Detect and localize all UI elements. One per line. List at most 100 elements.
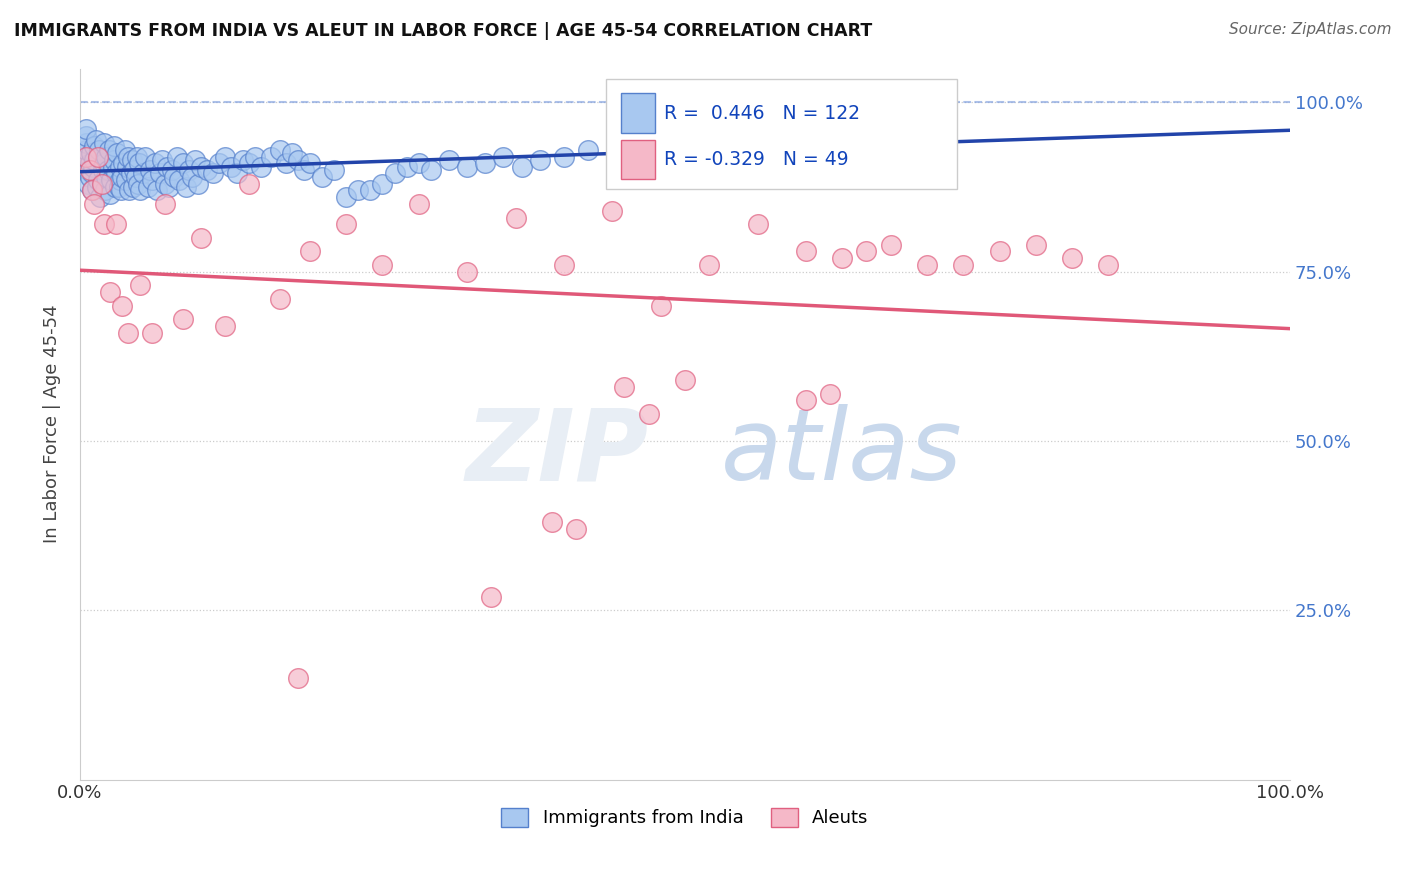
Point bbox=[710, 129, 733, 144]
Point bbox=[108, 160, 131, 174]
Point bbox=[90, 177, 112, 191]
Point bbox=[818, 386, 841, 401]
Point bbox=[141, 173, 163, 187]
Point bbox=[260, 150, 283, 164]
Point bbox=[166, 150, 188, 164]
Point bbox=[607, 136, 630, 150]
Point bbox=[280, 146, 302, 161]
Point bbox=[794, 244, 817, 259]
Point bbox=[149, 166, 172, 180]
Y-axis label: In Labor Force | Age 45-54: In Labor Force | Age 45-54 bbox=[44, 305, 60, 543]
Point bbox=[75, 143, 97, 157]
Point bbox=[214, 150, 236, 164]
Point bbox=[915, 258, 938, 272]
Point bbox=[79, 169, 101, 184]
Point bbox=[335, 217, 357, 231]
Point bbox=[245, 150, 267, 164]
Point bbox=[298, 244, 321, 259]
Point bbox=[311, 169, 333, 184]
Point bbox=[77, 177, 100, 191]
Point bbox=[80, 183, 103, 197]
Point bbox=[269, 143, 291, 157]
Point bbox=[553, 150, 575, 164]
Point bbox=[79, 163, 101, 178]
Point bbox=[134, 150, 156, 164]
Bar bbox=[621, 140, 655, 178]
Point bbox=[127, 177, 149, 191]
Point bbox=[129, 278, 152, 293]
Point bbox=[128, 156, 150, 170]
Text: R = -0.329   N = 49: R = -0.329 N = 49 bbox=[665, 150, 849, 169]
Text: R =  0.446   N = 122: R = 0.446 N = 122 bbox=[665, 103, 860, 123]
Point bbox=[89, 143, 111, 157]
Point bbox=[347, 183, 370, 197]
Point bbox=[94, 183, 117, 197]
Point bbox=[1025, 237, 1047, 252]
Point bbox=[153, 197, 176, 211]
Point bbox=[89, 190, 111, 204]
Point bbox=[1062, 251, 1084, 265]
Point bbox=[80, 183, 103, 197]
Point bbox=[879, 237, 901, 252]
Point bbox=[90, 177, 112, 191]
Point bbox=[150, 153, 173, 167]
Point bbox=[1097, 258, 1119, 272]
Point bbox=[190, 160, 212, 174]
Point bbox=[83, 197, 105, 211]
Point bbox=[98, 186, 121, 201]
Point bbox=[83, 139, 105, 153]
Point bbox=[117, 326, 139, 340]
Point bbox=[456, 160, 478, 174]
Point bbox=[479, 590, 502, 604]
Point bbox=[83, 153, 105, 167]
Point bbox=[697, 258, 720, 272]
Point bbox=[103, 153, 125, 167]
Point bbox=[287, 153, 309, 167]
Point bbox=[122, 180, 145, 194]
Point bbox=[100, 173, 122, 187]
Point bbox=[121, 153, 143, 167]
Point bbox=[75, 136, 97, 150]
Point bbox=[232, 153, 254, 167]
Point bbox=[120, 166, 142, 180]
Point bbox=[287, 671, 309, 685]
Point bbox=[156, 160, 179, 174]
Point bbox=[105, 217, 128, 231]
Point bbox=[132, 166, 155, 180]
Bar bbox=[621, 94, 655, 133]
Point bbox=[139, 163, 162, 178]
Point bbox=[172, 312, 194, 326]
FancyBboxPatch shape bbox=[606, 79, 957, 189]
Point bbox=[79, 156, 101, 170]
Point bbox=[75, 129, 97, 144]
Point bbox=[87, 150, 110, 164]
Point bbox=[160, 163, 183, 178]
Point bbox=[115, 173, 138, 187]
Point bbox=[510, 160, 533, 174]
Point bbox=[988, 244, 1011, 259]
Point bbox=[195, 163, 218, 178]
Point bbox=[292, 163, 315, 178]
Point bbox=[75, 122, 97, 136]
Point bbox=[238, 177, 260, 191]
Point bbox=[103, 139, 125, 153]
Point bbox=[80, 166, 103, 180]
Point bbox=[553, 258, 575, 272]
Point bbox=[359, 183, 381, 197]
Point bbox=[77, 163, 100, 178]
Point bbox=[98, 285, 121, 299]
Point bbox=[747, 217, 769, 231]
Point bbox=[384, 166, 406, 180]
Text: Source: ZipAtlas.com: Source: ZipAtlas.com bbox=[1229, 22, 1392, 37]
Point bbox=[794, 393, 817, 408]
Point bbox=[187, 177, 209, 191]
Point bbox=[136, 180, 159, 194]
Point bbox=[855, 244, 877, 259]
Point bbox=[104, 180, 127, 194]
Point bbox=[143, 156, 166, 170]
Text: IMMIGRANTS FROM INDIA VS ALEUT IN LABOR FORCE | AGE 45-54 CORRELATION CHART: IMMIGRANTS FROM INDIA VS ALEUT IN LABOR … bbox=[14, 22, 872, 40]
Point bbox=[747, 122, 769, 136]
Point bbox=[371, 258, 394, 272]
Point bbox=[214, 318, 236, 333]
Point bbox=[602, 203, 624, 218]
